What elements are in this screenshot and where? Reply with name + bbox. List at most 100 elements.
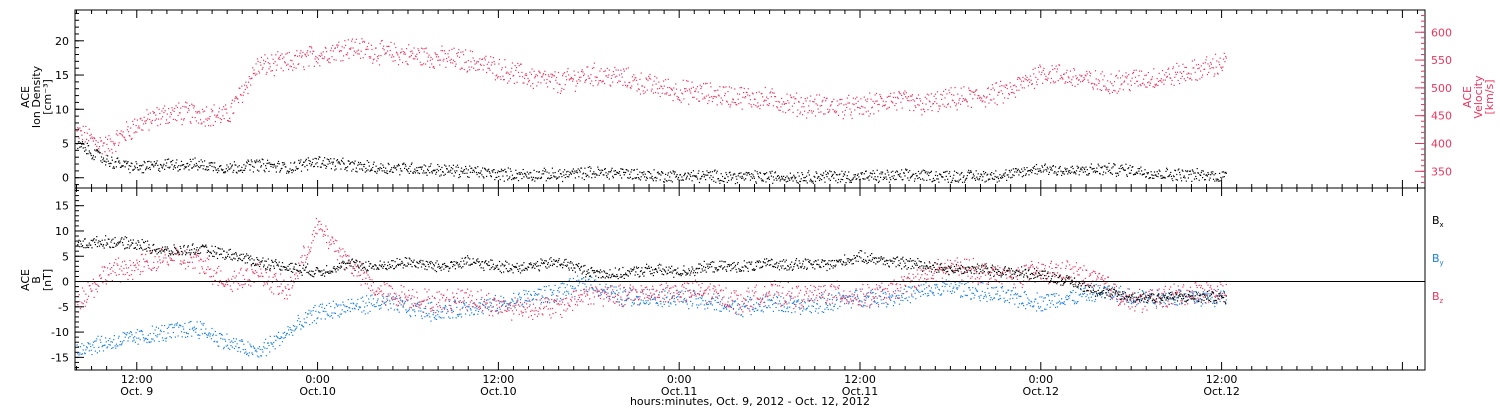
data-point xyxy=(553,75,555,77)
data-point xyxy=(1185,66,1187,69)
data-point xyxy=(1193,67,1195,69)
data-point xyxy=(313,166,315,168)
data-point xyxy=(380,167,383,170)
data-point xyxy=(562,282,564,284)
data-point xyxy=(1180,77,1182,79)
data-point xyxy=(538,70,540,72)
data-point xyxy=(686,175,688,177)
data-point xyxy=(189,158,191,160)
data-point xyxy=(399,59,401,61)
data-point xyxy=(1094,170,1096,172)
data-point xyxy=(412,52,414,54)
data-point xyxy=(1064,82,1066,84)
data-point xyxy=(403,303,405,305)
data-point xyxy=(1027,85,1029,87)
data-point xyxy=(905,92,907,94)
data-point xyxy=(682,301,684,303)
data-point xyxy=(915,175,918,177)
data-point xyxy=(129,135,131,137)
data-point xyxy=(757,303,760,305)
data-point xyxy=(551,167,553,169)
data-point xyxy=(311,314,313,316)
data-point xyxy=(725,307,727,309)
data-point xyxy=(420,310,422,312)
data-point xyxy=(618,171,621,173)
data-point xyxy=(1007,174,1009,176)
data-point xyxy=(1188,73,1190,75)
data-point xyxy=(201,122,203,124)
data-point xyxy=(300,324,303,326)
data-point xyxy=(179,112,181,114)
data-point xyxy=(1210,62,1212,64)
data-point xyxy=(940,174,942,176)
data-point xyxy=(416,170,419,172)
data-point xyxy=(157,164,159,166)
data-point xyxy=(595,173,597,175)
data-point xyxy=(216,115,218,117)
data-point xyxy=(559,169,561,171)
data-point xyxy=(707,174,709,176)
data-point xyxy=(428,166,430,168)
data-point xyxy=(747,172,749,174)
data-point xyxy=(1072,167,1074,170)
data-point xyxy=(328,314,330,316)
data-point xyxy=(562,75,564,77)
data-point xyxy=(463,302,465,304)
data-point xyxy=(440,174,442,176)
data-point xyxy=(656,88,659,90)
data-point xyxy=(159,329,162,331)
data-point xyxy=(835,299,838,301)
data-point xyxy=(681,92,683,94)
data-point xyxy=(831,299,833,301)
data-point xyxy=(884,177,886,179)
data-point xyxy=(648,75,650,77)
data-point xyxy=(1070,291,1072,294)
data-point xyxy=(633,74,635,76)
data-point xyxy=(175,162,177,164)
data-point xyxy=(346,305,348,308)
data-point xyxy=(194,157,196,159)
data-point xyxy=(1109,92,1111,95)
data-point xyxy=(610,285,612,287)
data-point xyxy=(364,171,366,173)
data-point xyxy=(602,169,604,172)
data-point xyxy=(719,101,722,104)
data-point xyxy=(389,300,391,302)
data-point xyxy=(119,162,121,164)
data-point xyxy=(120,130,122,132)
data-point xyxy=(296,326,298,328)
data-point xyxy=(563,283,565,285)
data-point xyxy=(1021,168,1023,170)
data-point xyxy=(467,169,469,171)
data-point xyxy=(946,93,948,95)
data-point xyxy=(951,290,953,292)
data-point xyxy=(901,296,903,298)
data-point xyxy=(934,93,937,95)
data-point xyxy=(404,302,406,304)
data-point xyxy=(616,289,618,291)
data-point xyxy=(1027,170,1029,172)
data-point xyxy=(826,97,828,99)
data-point xyxy=(850,180,852,182)
data-point xyxy=(311,53,313,55)
data-point xyxy=(295,67,297,69)
data-point xyxy=(589,287,591,289)
data-point xyxy=(692,303,694,305)
data-point xyxy=(485,304,487,306)
data-point xyxy=(614,173,616,176)
data-point xyxy=(715,181,717,183)
data-point xyxy=(369,170,371,172)
data-point xyxy=(392,60,394,62)
data-point xyxy=(699,297,701,299)
data-point xyxy=(854,289,857,292)
data-point xyxy=(787,109,789,111)
data-point xyxy=(661,92,663,94)
data-point xyxy=(300,328,302,330)
data-point xyxy=(775,177,777,179)
data-point xyxy=(476,308,478,310)
data-point xyxy=(1048,73,1050,75)
data-point xyxy=(858,113,861,115)
data-point xyxy=(1080,289,1082,291)
data-point xyxy=(804,302,806,304)
data-point xyxy=(452,310,454,312)
